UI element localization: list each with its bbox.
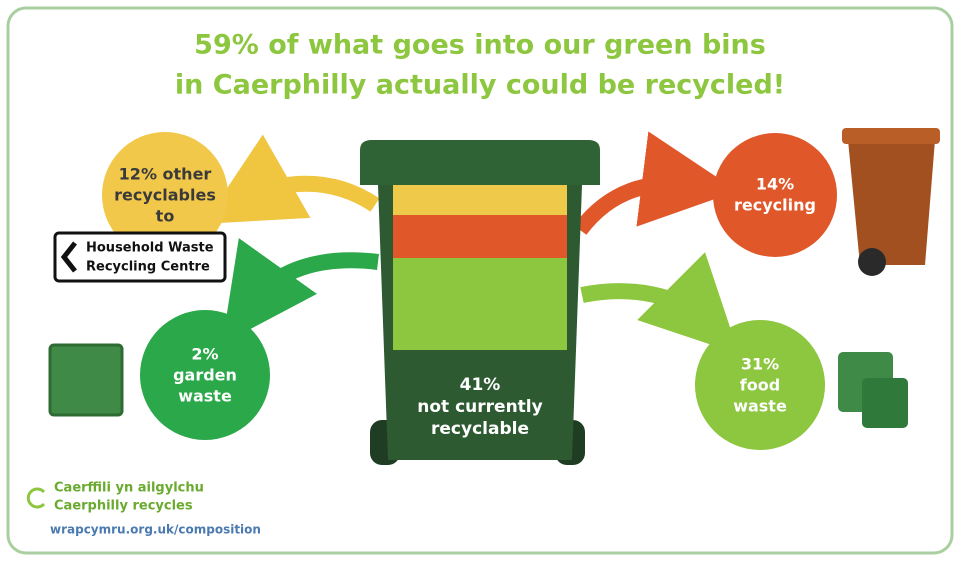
bin-segment xyxy=(393,185,567,215)
label: food xyxy=(740,376,780,395)
label: 31% xyxy=(741,355,779,374)
label: 2% xyxy=(191,345,218,364)
circle xyxy=(695,320,825,450)
label: 12% other xyxy=(119,165,212,184)
label: garden xyxy=(173,366,237,385)
label: recyclables xyxy=(114,186,216,205)
arrow xyxy=(573,131,738,235)
label: 14% xyxy=(756,175,794,194)
bin-segment xyxy=(393,215,567,258)
label: waste xyxy=(733,397,787,416)
bin-lid xyxy=(360,140,600,185)
arrow xyxy=(222,238,379,345)
sign-arrow xyxy=(60,241,77,273)
garden-bag xyxy=(48,343,124,417)
circle xyxy=(713,133,837,257)
label: 41% xyxy=(460,375,501,395)
logo xyxy=(26,487,46,509)
sign xyxy=(53,231,227,283)
caddy xyxy=(862,378,908,428)
brand: Caerffili yn ailgylchu xyxy=(54,481,204,496)
bin-segment xyxy=(393,258,567,350)
wheel xyxy=(858,248,886,276)
arrow xyxy=(580,252,739,354)
label: not currently xyxy=(417,397,542,417)
label: recycling xyxy=(734,196,816,215)
title-line: in Caerphilly actually could be recycled… xyxy=(175,70,785,101)
sign-text: Household Waste xyxy=(86,241,214,256)
brown-bin xyxy=(848,140,935,265)
label: waste xyxy=(178,387,232,406)
brown-bin-lid xyxy=(842,128,940,144)
brand: Caerphilly recycles xyxy=(54,499,193,514)
arrow xyxy=(203,134,380,224)
circle xyxy=(140,310,270,440)
circle xyxy=(102,132,228,258)
url: wrapcymru.org.uk/composition xyxy=(50,523,261,537)
title-line: 59% of what goes into our green bins xyxy=(194,30,766,61)
label: recyclable xyxy=(431,419,529,439)
sign-text: Recycling Centre xyxy=(86,260,210,275)
label: to xyxy=(156,207,175,226)
